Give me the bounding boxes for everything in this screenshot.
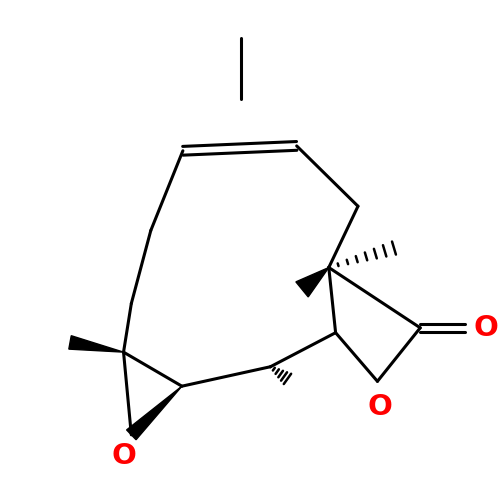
- Polygon shape: [126, 386, 182, 440]
- Text: O: O: [112, 442, 136, 470]
- Text: O: O: [368, 394, 392, 421]
- Polygon shape: [69, 336, 124, 352]
- Text: O: O: [474, 314, 498, 342]
- Polygon shape: [296, 268, 329, 297]
